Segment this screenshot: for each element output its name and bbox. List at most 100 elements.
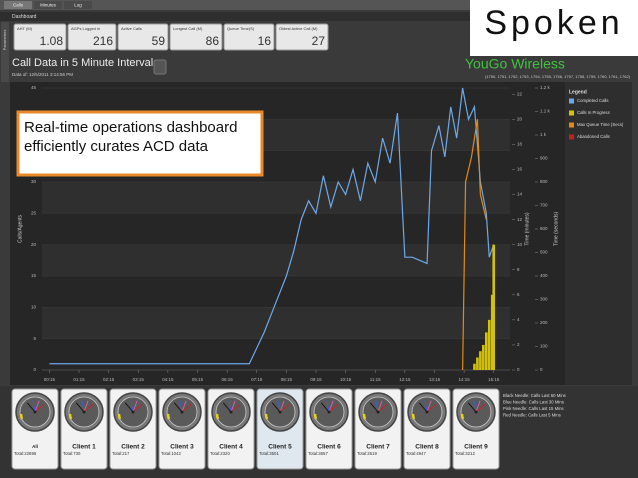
gauge-needle	[271, 402, 281, 413]
gauge-hub	[131, 410, 135, 414]
y3-tick-label: 700	[540, 203, 548, 208]
series-bar	[490, 294, 494, 370]
gauge-needle	[369, 402, 379, 413]
y2-tick-label: 2	[517, 342, 520, 347]
section-title: Dashboard	[12, 14, 37, 20]
chart-title: Call Data in 5 Minute Intervals	[12, 57, 159, 69]
gauge-needle	[181, 403, 192, 413]
y-tick-label: 5	[33, 336, 36, 341]
gauge-name: Client 9	[464, 444, 488, 451]
legend-label: Completed Calls	[577, 98, 609, 103]
side-panel	[1, 22, 9, 82]
gauge-needle	[130, 400, 134, 413]
gauge-needle	[475, 403, 486, 413]
gauge-name: Client 6	[317, 444, 341, 451]
kpi-label: AHT (M)	[17, 26, 33, 31]
gauge-name: Client 3	[170, 444, 194, 451]
gauge-zone	[68, 413, 73, 420]
legend-title: Legend	[569, 89, 587, 95]
gauge-needle	[230, 403, 241, 413]
gauge-needle	[34, 403, 45, 413]
y-tick-label: 45	[31, 85, 37, 90]
y3-tick-label: 0	[540, 367, 543, 372]
y-tick-label: 15	[31, 273, 37, 278]
tab[interactable]	[4, 1, 32, 9]
x-tick-label: 12:15	[399, 377, 411, 382]
legend-panel	[565, 82, 632, 385]
gauge-needle	[475, 400, 481, 413]
kpi-box	[275, 23, 329, 51]
series-bar	[482, 344, 485, 370]
gauge-name: Client 8	[415, 444, 439, 451]
y3-tick-label: 900	[540, 156, 548, 161]
legend-swatch	[569, 98, 574, 104]
gauge-needle	[467, 402, 477, 413]
gauge-zone	[117, 413, 122, 420]
x-tick-label: 11:15	[370, 377, 381, 382]
needle-legend: Black Needle: Calls Last 60 Mins	[503, 393, 566, 398]
y3-tick-label: 200	[540, 320, 548, 325]
grid-band	[42, 182, 510, 214]
kpi-value: 1.08	[40, 34, 64, 48]
gauge-zone	[215, 413, 220, 420]
gauge-needle	[279, 403, 290, 413]
gauge-name: Client 7	[366, 444, 390, 451]
kpi-label: Longest Call (M)	[173, 26, 203, 31]
logo: Spoken	[484, 4, 623, 42]
callout-box	[16, 110, 264, 177]
gauge-needle	[81, 400, 85, 413]
series-bar	[479, 351, 482, 370]
tab[interactable]	[64, 1, 92, 9]
x-tick-label: 04:15	[162, 377, 174, 382]
gauge-zone	[362, 413, 367, 420]
gauge-hub	[33, 410, 37, 414]
gauge-needle	[173, 402, 183, 413]
y2-tick-label: 20	[517, 117, 523, 122]
gauge-total: Total:730	[63, 451, 81, 456]
gauge-hub	[180, 410, 184, 414]
gauge-zone	[264, 413, 269, 420]
gauge-needle	[377, 400, 383, 413]
x-tick-label: 07:15	[251, 377, 263, 382]
tab-bar	[0, 0, 470, 10]
y-tick-label: 30	[31, 179, 37, 184]
x-tick-label: 10:15	[340, 377, 352, 382]
gauge-zone	[460, 413, 465, 420]
gauge-name: Client 2	[121, 444, 145, 451]
y3-tick-label: 100	[540, 344, 548, 349]
series-line	[462, 119, 487, 371]
callout-text: Real-time operations dashboard efficient…	[24, 119, 238, 155]
y-tick-label: 20	[31, 242, 37, 247]
gauge-total: Total:22895	[14, 451, 37, 456]
kpi-box	[223, 23, 275, 51]
gauge-needle	[426, 400, 432, 413]
chart-subtitle: Data of: 12/5/2011 3:14:56 PM	[12, 72, 73, 77]
kpi-value: 86	[206, 34, 220, 48]
gauge-hub	[82, 410, 86, 414]
kpi-value: 27	[312, 34, 326, 48]
kpi-value: 216	[93, 34, 113, 48]
y3-tick-label: 600	[540, 226, 548, 231]
x-tick-label: 09:15	[310, 377, 322, 382]
y3-tick-label: 800	[540, 179, 548, 184]
toggle-button[interactable]	[153, 59, 167, 75]
x-tick-label: 06:15	[221, 377, 233, 382]
gauge-needle	[473, 400, 477, 413]
y2-tick-label: 8	[517, 267, 520, 272]
y-tick-label: 25	[31, 211, 37, 216]
gauge-hub	[474, 410, 478, 414]
tab[interactable]	[34, 1, 62, 9]
gauge-zone	[166, 413, 171, 420]
gauge-total: Total:3657	[308, 451, 328, 456]
gauge-total: Total:2320	[210, 451, 230, 456]
gauge-name: Client 1	[72, 444, 96, 451]
y2-tick-label: 12	[517, 217, 523, 222]
kpi-box	[169, 23, 223, 51]
y2-tick-label: 6	[517, 292, 520, 297]
y3-tick-label: 300	[540, 297, 548, 302]
x-tick-label: 00:15	[44, 377, 56, 382]
y-axis-label: Calls/Agents	[17, 214, 23, 243]
side-label: Parameters	[2, 30, 7, 51]
x-tick-label: 03:15	[133, 377, 145, 382]
